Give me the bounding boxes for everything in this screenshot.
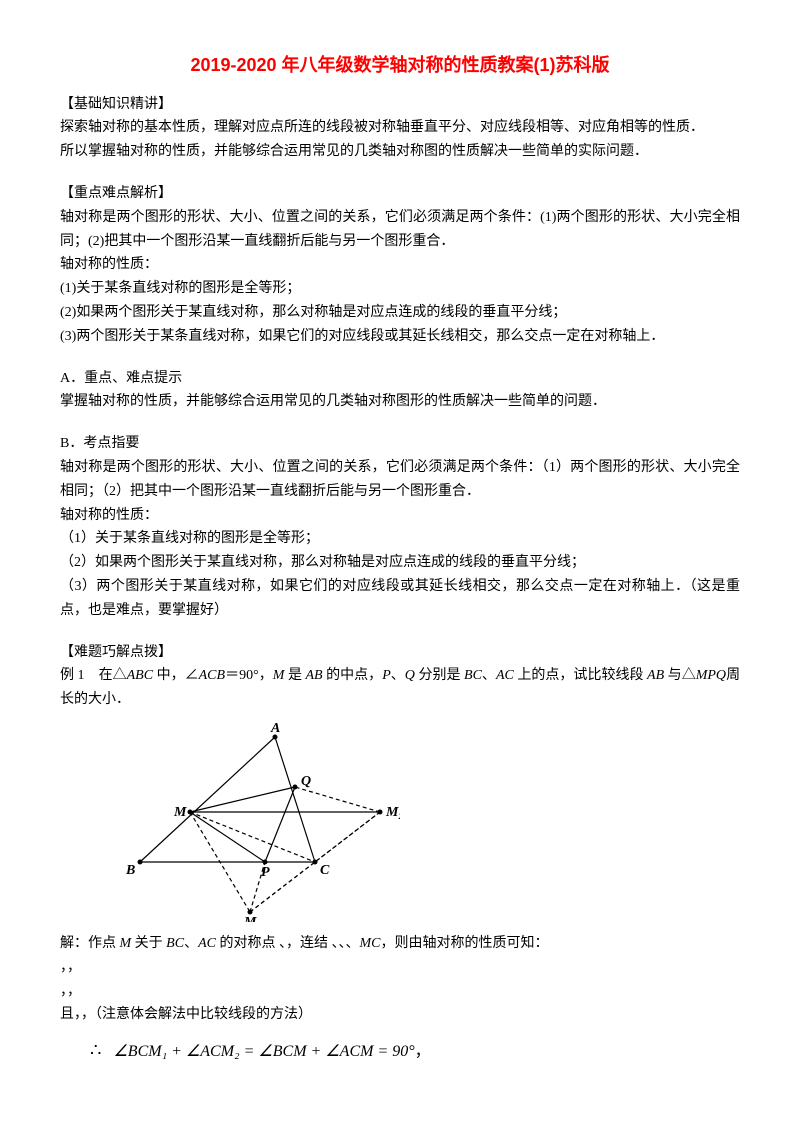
triangle-diagram-svg: A B C M P Q M₁ M₂ bbox=[120, 722, 400, 922]
ex1-prefix: 例 1 在△ bbox=[60, 668, 127, 683]
formula-suffix: ， bbox=[415, 1043, 431, 1060]
section3-header: 【难题巧解点拨】 bbox=[60, 641, 740, 665]
sectionA-p1: 掌握轴对称的性质，并能够综合运用常见的几类轴对称图形的性质解决一些简单的问题． bbox=[60, 390, 740, 414]
sectionA-header: A．重点、难点提示 bbox=[60, 367, 740, 391]
sol-end: ，则由轴对称的性质可知： bbox=[380, 936, 548, 951]
svg-text:M₂: M₂ bbox=[385, 805, 400, 820]
ex1-q: Q bbox=[405, 668, 415, 683]
ex1-mpq: MPQ bbox=[696, 668, 726, 683]
sol-mid1: 关于 bbox=[131, 936, 166, 951]
ex1-m2: ＝90°， bbox=[225, 668, 273, 683]
solution-p3: ，， bbox=[60, 980, 740, 1004]
svg-text:P: P bbox=[261, 865, 270, 880]
section1-header: 【基础知识精讲】 bbox=[60, 93, 740, 117]
svg-text:Q: Q bbox=[301, 774, 311, 789]
svg-text:M₁: M₁ bbox=[243, 915, 261, 922]
ex1-m4: 的中点， bbox=[323, 668, 383, 683]
ex1-ac: AC bbox=[496, 668, 514, 683]
ex1-bc: BC bbox=[464, 668, 482, 683]
formula-text: ∠BCM₁ + ∠ACM₂ = ∠BCM + ∠ACM = 90° bbox=[113, 1043, 414, 1060]
ex1-ab: AB bbox=[305, 668, 322, 683]
sectionB-p2: 轴对称的性质： bbox=[60, 504, 740, 528]
sol-bc: BC bbox=[166, 936, 184, 951]
svg-text:B: B bbox=[125, 863, 135, 878]
ex1-p: P bbox=[382, 668, 391, 683]
ex1-m8: 上的点，试比较线段 bbox=[514, 668, 647, 683]
section2-p1: 轴对称是两个图形的形状、大小、位置之间的关系，它们必须满足两个条件：(1)两个图… bbox=[60, 206, 740, 254]
solution-p2: ，， bbox=[60, 956, 740, 980]
sol-mid2: 、 bbox=[184, 936, 198, 951]
solution-p1: 解：作点 M 关于 BC、AC 的对称点 、，连结 、、、MC，则由轴对称的性质… bbox=[60, 932, 740, 956]
sol-m: M bbox=[120, 936, 132, 951]
ex1-abc: ABC bbox=[127, 668, 153, 683]
sectionB-p3: （1）关于某条直线对称的图形是全等形； bbox=[60, 527, 740, 551]
sol-mc: MC bbox=[359, 936, 380, 951]
sectionB-p4: （2）如果两个图形关于某直线对称，那么对称轴是对应点连成的线段的垂直平分线； bbox=[60, 551, 740, 575]
svg-text:M: M bbox=[173, 805, 187, 820]
ex1-acb: ACB bbox=[199, 668, 225, 683]
ex1-m5: 、 bbox=[391, 668, 405, 683]
section1-p2: 所以掌握轴对称的性质，并能够综合运用常见的几类轴对称图的性质解决一些简单的实际问… bbox=[60, 140, 740, 164]
therefore-symbol: ∴ bbox=[90, 1040, 101, 1060]
ex1-m1: 中，∠ bbox=[153, 668, 199, 683]
section2-p5: (3)两个图形关于某条直线对称，如果它们的对应线段或其延长线相交，那么交点一定在… bbox=[60, 325, 740, 349]
svg-text:C: C bbox=[320, 863, 330, 878]
section1-p1: 探索轴对称的基本性质，理解对应点所连的线段被对称轴垂直平分、对应线段相等、对应角… bbox=[60, 116, 740, 140]
ex1-m: M bbox=[273, 668, 285, 683]
formula-line: ∴ ∠BCM₁ + ∠ACM₂ = ∠BCM + ∠ACM = 90°， bbox=[90, 1035, 740, 1066]
ex1-ab2: AB bbox=[647, 668, 664, 683]
sectionB-p1: 轴对称是两个图形的形状、大小、位置之间的关系，它们必须满足两个条件：（1）两个图… bbox=[60, 456, 740, 504]
ex1-m6: 分别是 bbox=[415, 668, 464, 683]
sectionB-header: B．考点指要 bbox=[60, 432, 740, 456]
section2-p2: 轴对称的性质： bbox=[60, 253, 740, 277]
sol-prefix: 解：作点 bbox=[60, 936, 120, 951]
ex1-m7: 、 bbox=[482, 668, 496, 683]
example1-statement: 例 1 在△ABC 中，∠ACB＝90°，M 是 AB 的中点，P、Q 分别是 … bbox=[60, 664, 740, 712]
section2-p4: (2)如果两个图形关于某直线对称，那么对称轴是对应点连成的线段的垂直平分线； bbox=[60, 301, 740, 325]
ex1-m9: 与△ bbox=[664, 668, 696, 683]
sol-mid3: 的对称点 、，连结 、、、 bbox=[216, 936, 360, 951]
solution-p4: 且，，（注意体会解法中比较线段的方法） bbox=[60, 1003, 740, 1027]
section2-p3: (1)关于某条直线对称的图形是全等形； bbox=[60, 277, 740, 301]
svg-text:A: A bbox=[270, 722, 280, 736]
section2-header: 【重点难点解析】 bbox=[60, 182, 740, 206]
sectionB-p5: （3）两个图形关于某直线对称，如果它们的对应线段或其延长线相交，那么交点一定在对… bbox=[60, 575, 740, 623]
sol-ac: AC bbox=[198, 936, 216, 951]
ex1-m3: 是 bbox=[284, 668, 305, 683]
geometry-diagram: A B C M P Q M₁ M₂ bbox=[120, 722, 400, 922]
page-title: 2019-2020 年八年级数学轴对称的性质教案(1)苏科版 bbox=[60, 50, 740, 81]
